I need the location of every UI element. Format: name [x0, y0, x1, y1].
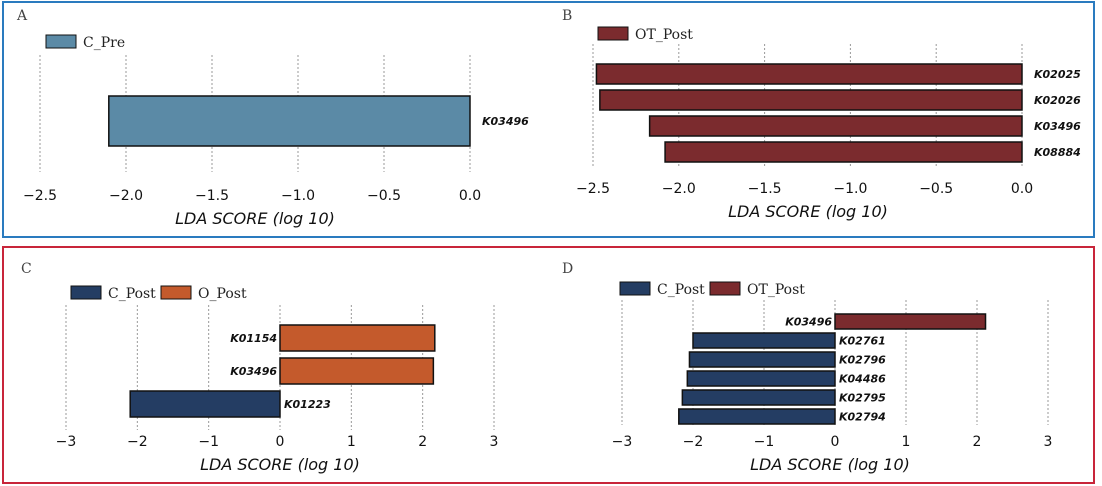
bar-label: K02794: [839, 411, 886, 424]
panel-frame-bottom: [2, 246, 1095, 484]
x-tick-label: −2: [683, 434, 704, 450]
x-tick-label: −3: [56, 434, 77, 450]
x-tick-label: −1: [198, 434, 219, 450]
panel-letter-a: A: [16, 8, 28, 24]
panel-frame-top: [2, 1, 1095, 238]
bar: [279, 357, 435, 385]
legend-label: O_Post: [198, 286, 247, 302]
x-tick-label: 0.0: [459, 188, 481, 204]
bar-label: K02795: [839, 392, 886, 405]
x-tick-label: −2.0: [662, 181, 696, 197]
bar: [834, 313, 987, 330]
panel-letter-b: B: [562, 8, 572, 24]
bar-label: K02761: [839, 335, 886, 348]
bar-label: K03496: [482, 115, 529, 128]
x-tick-label: −0.5: [367, 188, 401, 204]
legend-swatch: [160, 285, 192, 300]
x-tick-label: 3: [490, 434, 499, 450]
x-tick-label: 1: [902, 434, 911, 450]
bar: [279, 324, 436, 352]
bar-label: K03496: [1034, 120, 1081, 133]
x-tick-label: −0.5: [919, 181, 953, 197]
x-tick-label: −2: [127, 434, 148, 450]
bar-label: K08884: [1034, 146, 1081, 159]
x-tick-label: −1: [754, 434, 775, 450]
x-tick-label: −3: [612, 434, 633, 450]
x-tick-label: 1: [347, 434, 356, 450]
x-axis-title: LDA SCORE (log 10): [200, 455, 360, 474]
bar: [686, 370, 836, 387]
bar-label: K03496: [230, 365, 277, 378]
legend-label: C_Pre: [83, 35, 125, 51]
x-tick-label: −2.5: [576, 181, 610, 197]
panel-letter-d: D: [562, 261, 573, 277]
bar-label: K02025: [1034, 68, 1081, 81]
bar: [599, 89, 1023, 111]
x-tick-label: 2: [418, 434, 427, 450]
x-tick-label: 2: [973, 434, 982, 450]
legend-label: OT_Post: [747, 282, 805, 298]
x-tick-label: 0.0: [1011, 181, 1033, 197]
x-axis-title: LDA SCORE (log 10): [728, 202, 888, 221]
x-tick-label: −1.0: [281, 188, 315, 204]
x-tick-label: 0: [276, 434, 285, 450]
x-tick-label: −1.0: [833, 181, 867, 197]
bar-label: K02026: [1034, 94, 1081, 107]
x-tick-label: −2.5: [23, 188, 57, 204]
x-tick-label: −2.0: [109, 188, 143, 204]
bar-label: K01154: [230, 332, 277, 345]
x-tick-label: −1.5: [748, 181, 782, 197]
bar: [678, 408, 836, 425]
bar: [688, 351, 836, 368]
bar-label: K02796: [839, 354, 886, 367]
panel-letter-c: C: [21, 261, 32, 277]
legend-swatch: [709, 281, 741, 296]
x-axis-title: LDA SCORE (log 10): [750, 455, 910, 474]
x-tick-label: −1.5: [195, 188, 229, 204]
legend-swatch: [70, 285, 102, 300]
legend-swatch: [597, 26, 629, 41]
x-tick-label: 3: [1044, 434, 1053, 450]
legend-swatch: [619, 281, 651, 296]
bar-label: K04486: [839, 373, 886, 386]
x-axis-title: LDA SCORE (log 10): [175, 209, 335, 228]
x-tick-label: 0: [831, 434, 840, 450]
bar: [664, 141, 1023, 163]
legend-label: OT_Post: [635, 27, 693, 43]
bar-label: K01223: [284, 398, 331, 411]
bar: [129, 390, 281, 418]
legend-label: C_Post: [657, 282, 705, 298]
legend-label: C_Post: [108, 286, 156, 302]
bar: [681, 389, 836, 406]
bar: [692, 332, 836, 349]
bar: [108, 95, 471, 147]
bar: [648, 115, 1023, 137]
bar-label: K03496: [785, 316, 832, 329]
bar: [595, 63, 1023, 85]
legend-swatch: [45, 34, 77, 49]
